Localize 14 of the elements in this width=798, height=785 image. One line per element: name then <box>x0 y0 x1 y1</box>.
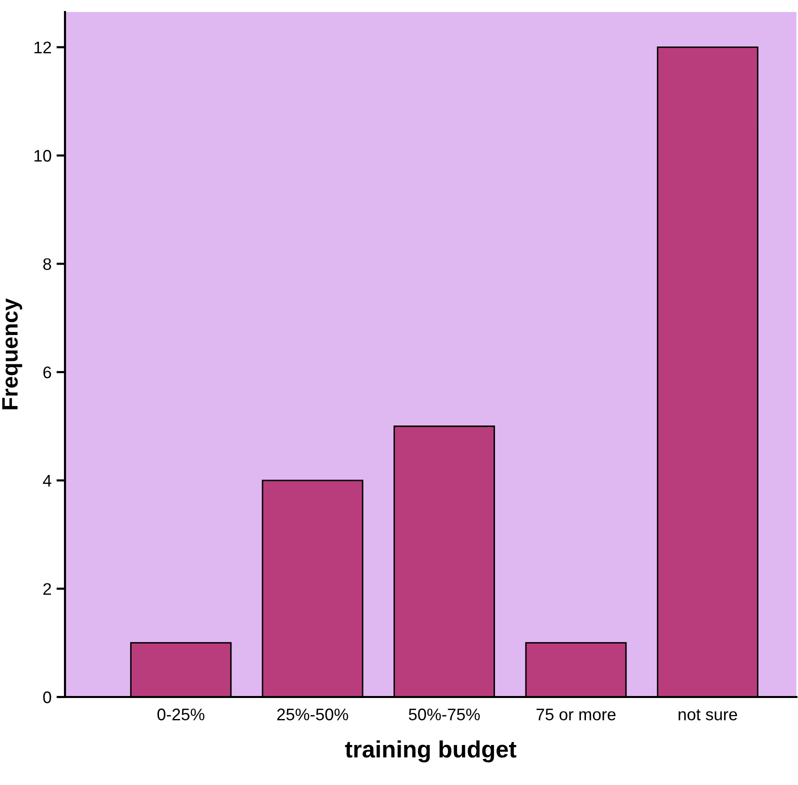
x-tick-label: 25%-50% <box>277 708 348 720</box>
y-tick-label: 6 <box>43 366 52 378</box>
y-axis-title: Frequency <box>2 298 22 410</box>
y-tick-label: 2 <box>43 583 51 595</box>
x-tick-label: not sure <box>678 709 738 720</box>
x-tick-label: 0-25% <box>157 708 204 720</box>
y-tick-label: 8 <box>43 258 52 270</box>
x-tick-label: 50%-75% <box>408 708 480 720</box>
y-tick-label: 10 <box>34 150 52 162</box>
y-tick-label: 4 <box>42 474 52 486</box>
x-tick-label: 75 or more <box>536 708 616 720</box>
y-tick-label: 12 <box>34 42 51 54</box>
x-axis-title: training budget <box>345 740 516 762</box>
y-tick-label: 0 <box>43 691 52 704</box>
